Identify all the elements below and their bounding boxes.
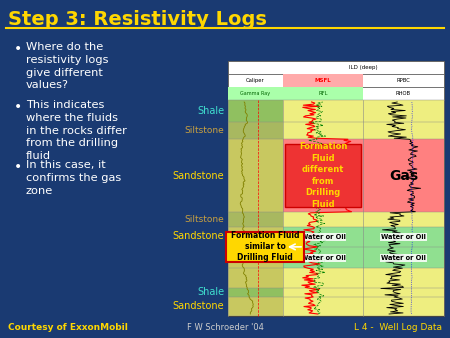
Text: Shale: Shale [197,287,224,297]
Text: Formation
Fluid
different
from
Drilling
Fluid: Formation Fluid different from Drilling … [299,143,347,209]
Bar [228,61,444,316]
Text: •: • [14,160,22,174]
Bar [283,288,363,296]
Bar [228,100,283,122]
Text: •: • [14,42,22,56]
Text: Step 3: Resistivity Logs: Step 3: Resistivity Logs [8,10,267,29]
Text: Sandstone: Sandstone [172,171,224,180]
Bar [228,268,283,288]
Bar [283,122,363,139]
Text: L 4 -  Well Log Data: L 4 - Well Log Data [354,323,442,332]
Text: Water or Oil: Water or Oil [381,255,426,261]
Text: In this case, it
confirms the gas
zone: In this case, it confirms the gas zone [26,160,121,196]
Text: Where do the
resistivity logs
give different
values?: Where do the resistivity logs give diffe… [26,42,108,90]
Bar [363,212,444,227]
Text: Courtesy of ExxonMobil: Courtesy of ExxonMobil [8,323,128,332]
Bar [283,227,363,247]
Text: Caliper: Caliper [246,78,265,83]
Text: Siltstone: Siltstone [184,126,224,135]
Bar [228,247,283,268]
Bar [228,139,283,212]
Bar [363,296,444,316]
Bar [283,212,363,227]
Text: Gas: Gas [389,169,418,183]
Text: RPBC: RPBC [396,78,410,83]
Bar [363,227,444,247]
Bar [283,87,363,100]
Bar [283,247,363,268]
Bar [363,247,444,268]
Bar [363,100,444,122]
Bar [228,74,444,87]
Text: Water or Oil: Water or Oil [301,255,346,261]
Bar [283,268,363,288]
Text: Siltstone: Siltstone [184,215,224,224]
Text: Sandstone: Sandstone [172,301,224,311]
Text: MSFL: MSFL [315,78,331,83]
Text: Formation Fluid
similar to
Drilling Fluid: Formation Fluid similar to Drilling Flui… [231,231,299,263]
Text: RFL: RFL [318,91,328,96]
Bar [363,288,444,296]
Text: Water or Oil: Water or Oil [381,234,426,240]
Bar [228,212,283,227]
Text: Sandstone: Sandstone [172,231,224,241]
Bar [226,232,304,262]
Bar [363,122,444,139]
Bar [228,288,283,296]
Text: Shale: Shale [197,106,224,116]
Text: RHOB: RHOB [396,91,410,96]
Text: ILD (deep): ILD (deep) [349,65,377,70]
Bar [363,139,444,212]
Bar [228,61,444,74]
Text: •: • [14,100,22,114]
Bar [228,296,283,316]
Bar [283,296,363,316]
Text: Water or Oil: Water or Oil [301,234,346,240]
Bar [283,100,363,122]
Text: Gamma Ray: Gamma Ray [240,91,270,96]
Bar [283,139,363,212]
Bar [285,144,361,207]
Text: This indicates
where the fluids
in the rocks differ
from the drilling
fluid: This indicates where the fluids in the r… [26,100,127,161]
Text: F W Schroeder '04: F W Schroeder '04 [187,323,263,332]
Bar [228,87,444,100]
Bar [228,87,283,100]
Bar [283,74,363,87]
Bar [228,122,283,139]
Bar [363,268,444,288]
Bar [228,227,283,247]
